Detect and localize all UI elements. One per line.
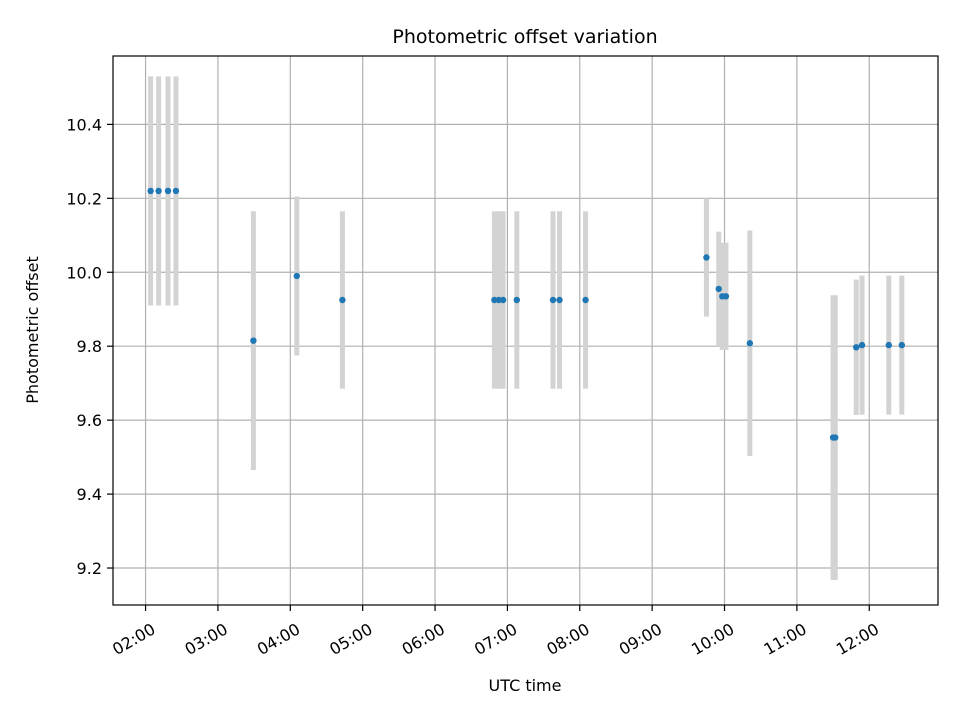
data-point [715, 285, 722, 293]
data-point [155, 187, 162, 195]
y-tick-label: 9.4 [77, 485, 102, 504]
grid [113, 56, 938, 605]
data-point [703, 254, 710, 261]
data-point [556, 296, 563, 304]
data-point [147, 187, 154, 195]
data-point [513, 296, 521, 304]
y-tick-label: 9.2 [77, 559, 102, 578]
data-point [885, 341, 892, 349]
data-point [722, 293, 730, 300]
data-point [832, 434, 839, 441]
plot-area [113, 56, 938, 605]
data-point [746, 340, 754, 347]
y-tick-label: 10.2 [66, 189, 102, 208]
data-point [499, 296, 507, 304]
data-point [582, 296, 589, 304]
y-axis-ticks: 9.2 9.4 9.6 9.8 10.0 10.2 10.4 [66, 115, 113, 578]
data-point [172, 187, 180, 195]
data-point [164, 187, 172, 195]
data-point [549, 296, 557, 304]
y-tick-label: 10.0 [66, 263, 102, 282]
plot-frame [112, 55, 939, 606]
data-point [858, 341, 866, 349]
data-point [293, 272, 301, 280]
y-tick-label: 10.4 [66, 115, 102, 134]
data-points [147, 187, 906, 441]
y-tick-label: 9.6 [77, 411, 102, 430]
data-point [339, 296, 346, 304]
x-axis-label: UTC time [489, 676, 562, 695]
data-point [250, 337, 257, 344]
y-axis-label: Photometric offset [23, 256, 42, 404]
data-point [898, 341, 906, 349]
chart-title: Photometric offset variation [392, 26, 657, 48]
data-point [853, 344, 860, 351]
y-tick-label: 9.8 [77, 337, 102, 356]
